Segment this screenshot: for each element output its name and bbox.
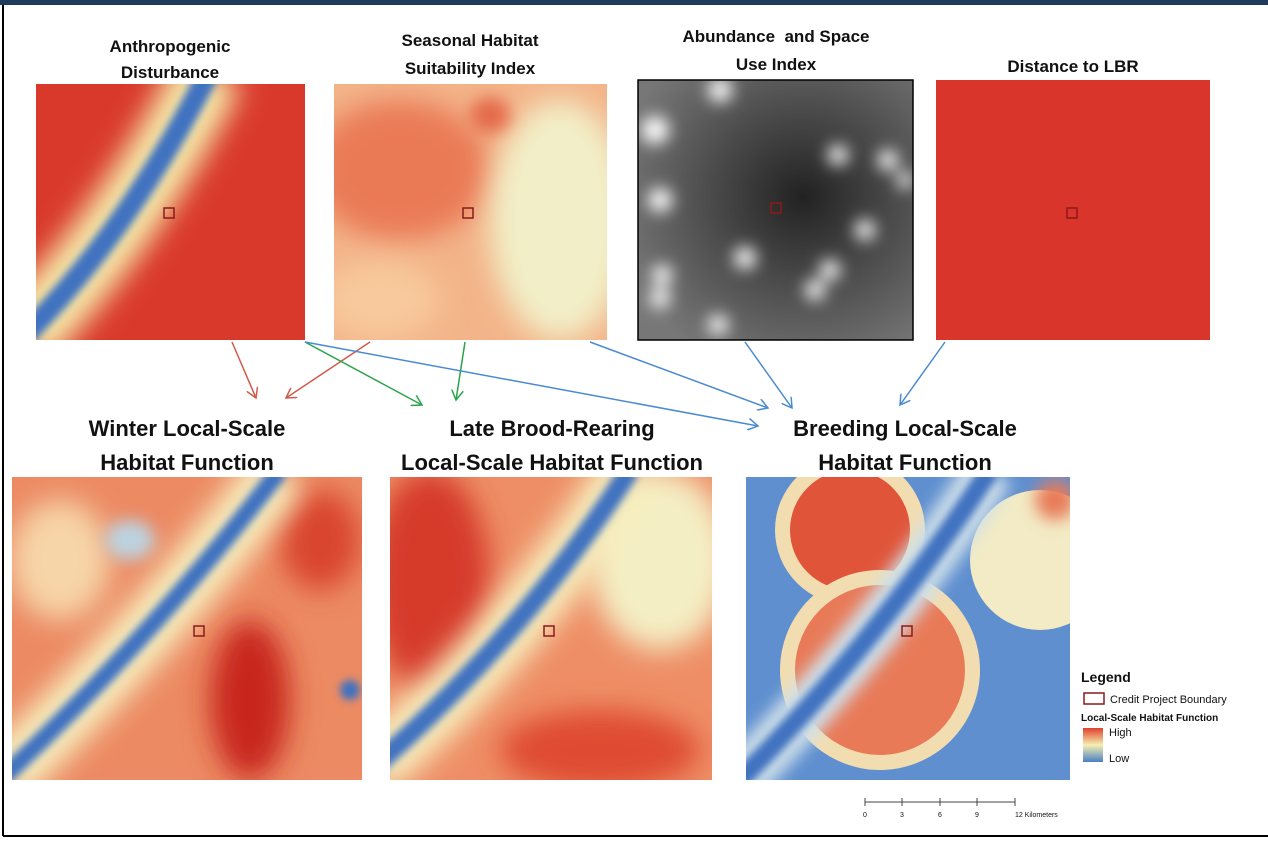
arrows	[232, 342, 945, 426]
map-title: Suitability Index	[405, 59, 536, 78]
map-late	[370, 470, 730, 790]
output-title: Late Brood-Rearing	[449, 416, 654, 441]
map-title: Seasonal Habitat	[402, 31, 539, 50]
map-title: Use Index	[736, 55, 817, 74]
output-title: Winter Local-Scale	[89, 416, 286, 441]
top-bar	[0, 0, 1268, 5]
output-title: Habitat Function	[100, 450, 274, 475]
output-title: Habitat Function	[818, 450, 992, 475]
scale-label: 6	[938, 812, 942, 819]
map-winter	[0, 470, 362, 780]
legend-swatch	[1084, 693, 1104, 704]
legend-label: Credit Project Boundary	[1110, 694, 1227, 706]
map-distance	[936, 80, 1210, 340]
legend-title: Legend	[1081, 669, 1131, 685]
output-title: Local-Scale Habitat Function	[401, 450, 703, 475]
scale-label: 12 Kilometers	[1015, 812, 1058, 819]
map-title: Distance to LBR	[1007, 57, 1138, 76]
map-seasonal	[310, 84, 630, 340]
legend-low: Low	[1109, 753, 1129, 765]
page: {"maps":[ {"title_lines":["Anthropogenic…	[0, 0, 1268, 838]
map-abundance	[638, 78, 913, 340]
scale-label: 3	[900, 812, 904, 819]
output-title: Breeding Local-Scale	[793, 416, 1017, 441]
legend-high: High	[1109, 727, 1132, 739]
map-breeding	[730, 455, 1110, 790]
map-title: Disturbance	[121, 63, 219, 82]
scale-bar	[865, 798, 1015, 806]
scale-label: 0	[863, 812, 867, 819]
legend-subtitle: Local-Scale Habitat Function	[1081, 713, 1218, 724]
map-title: Anthropogenic	[110, 37, 231, 56]
scale-labels: 0 3 6 9 12 Kilometers	[863, 812, 1058, 819]
map-title: Abundance and Space	[682, 27, 869, 46]
legend-ramp	[1083, 728, 1103, 762]
scale-label: 9	[975, 812, 979, 819]
figure: Anthropogenic Disturbance Seasonal Habit…	[0, 0, 1268, 838]
map-anthropogenic	[20, 70, 305, 340]
